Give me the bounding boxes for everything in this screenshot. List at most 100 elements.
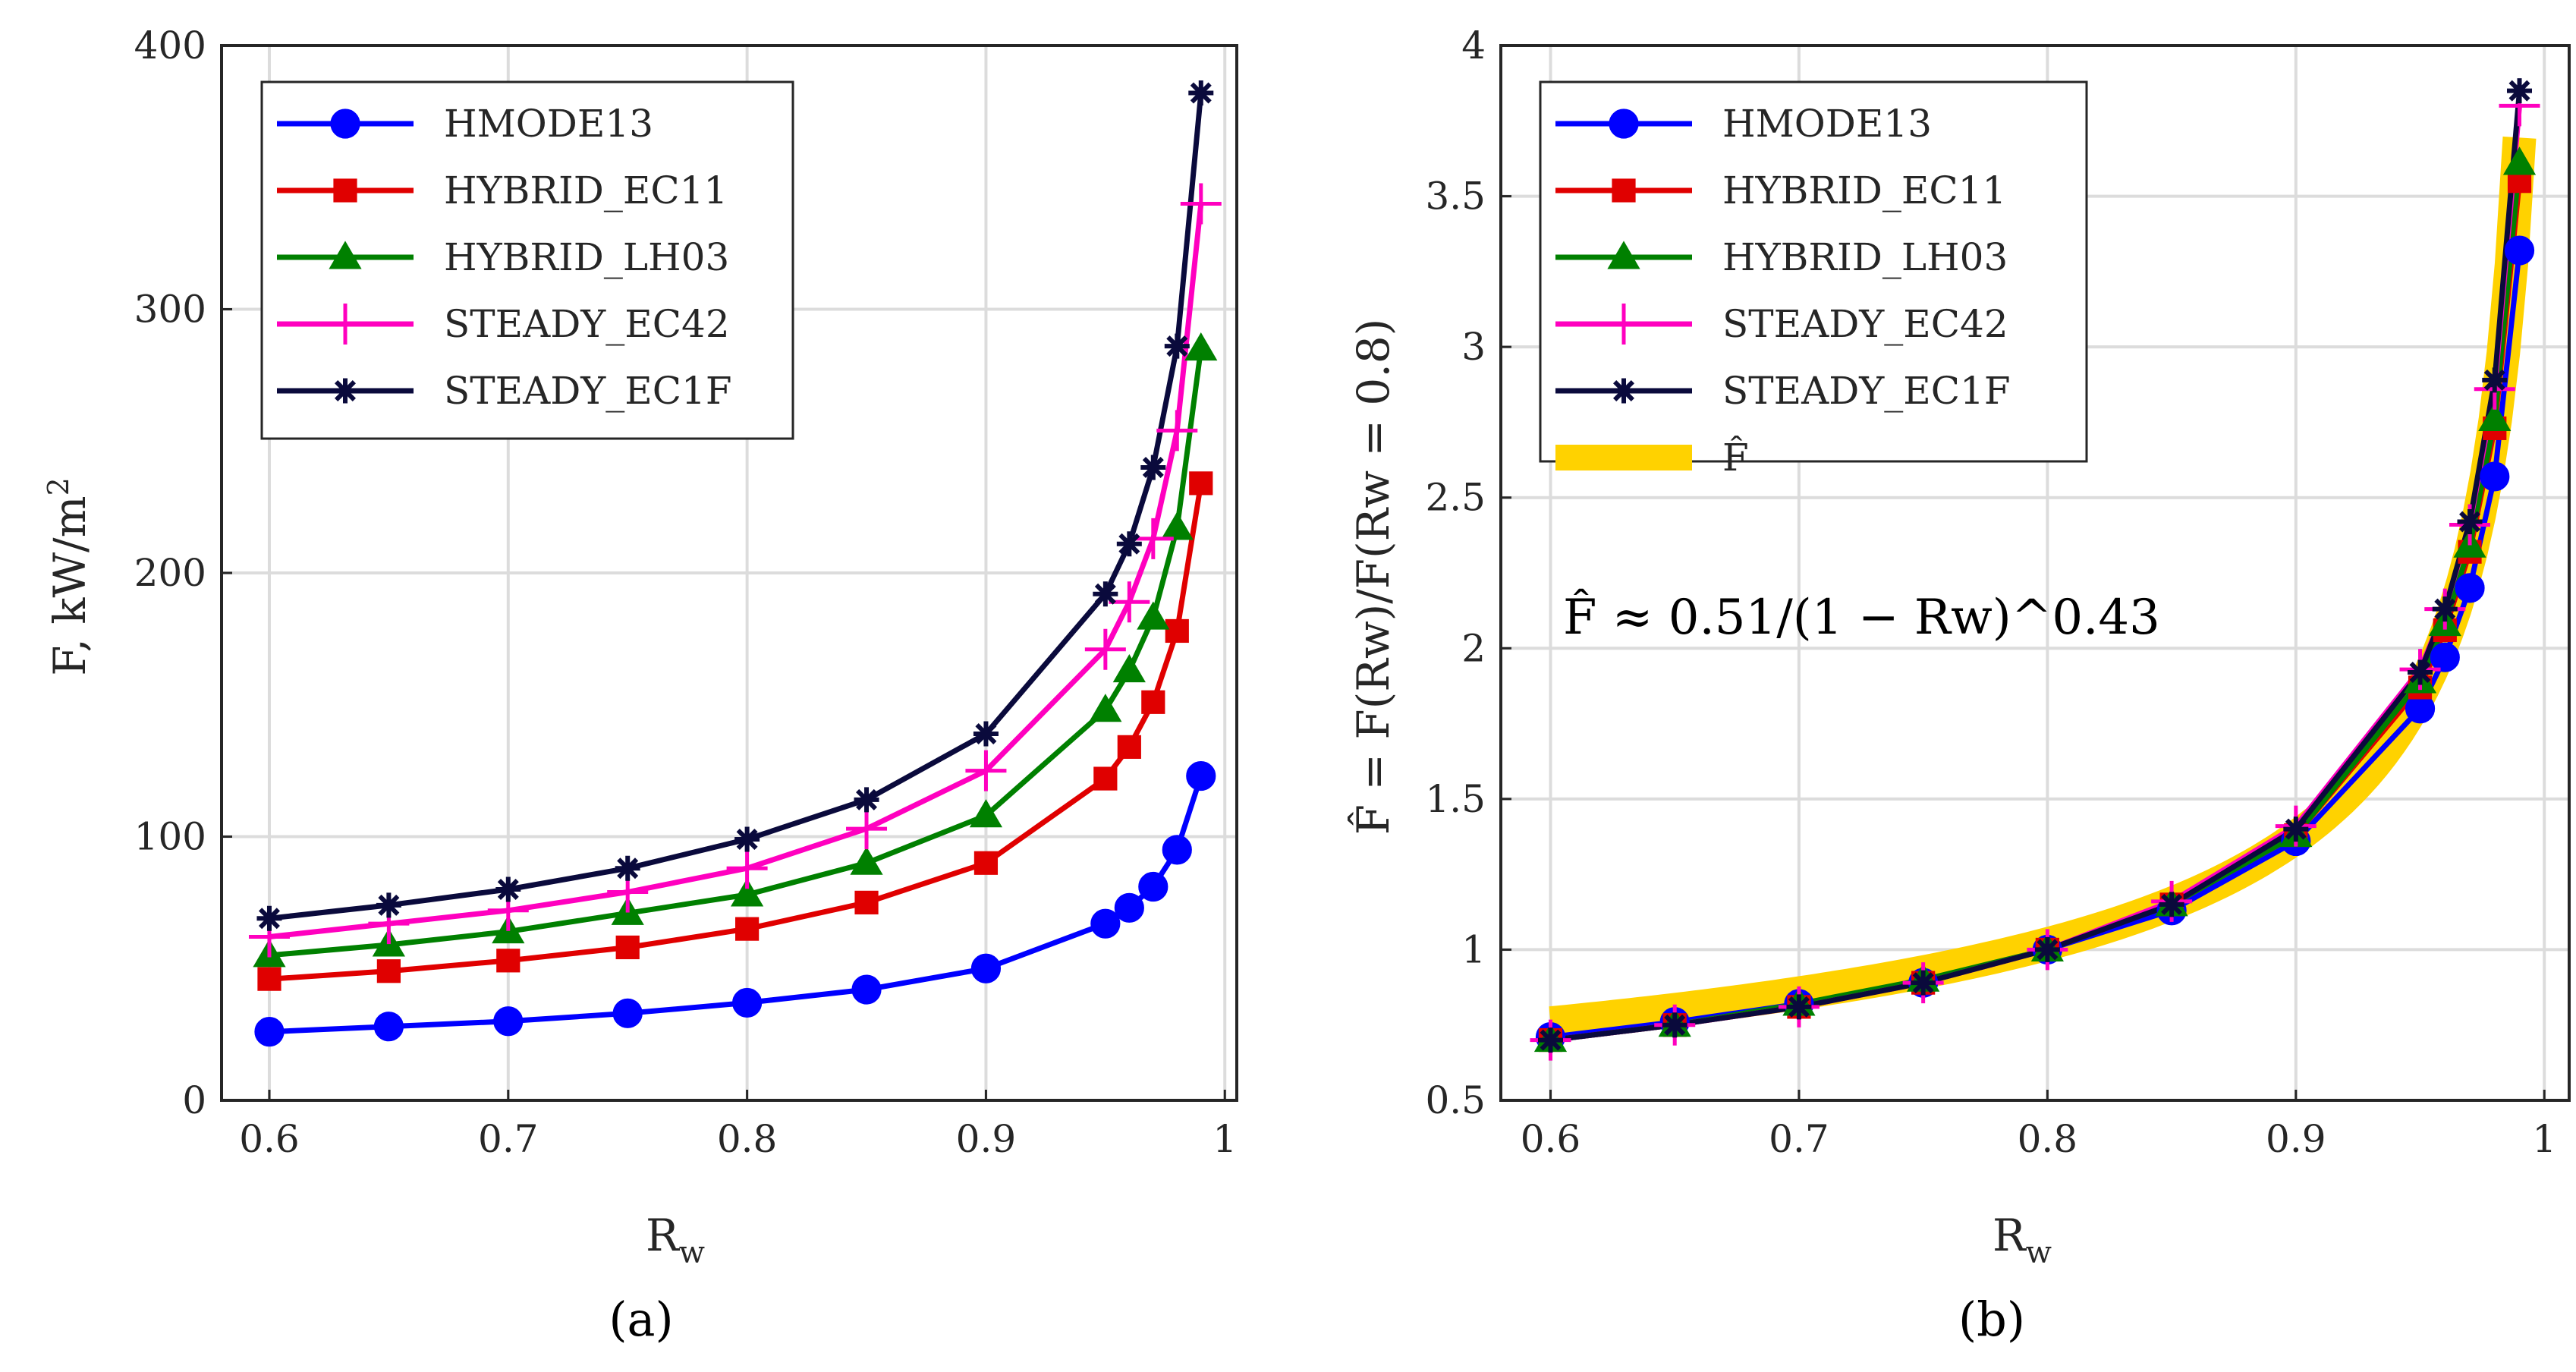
- chart-panel-b: 0.6 0.7 0.8 0.9 1 0.5 1 1.5 2 2.5 3 3.5 4 F̂ = F(Rw)…: [1347, 24, 2571, 1347]
- panel-b-data-point: [2478, 402, 2512, 432]
- panel-a-data-point: [1180, 183, 1222, 225]
- panel-b-legend: HMODE13 HYBRID_EC11 HYBRID_LH03 STEADY_EC42…: [1539, 80, 2088, 480]
- panel-a-data-point: [1132, 518, 1174, 559]
- panel-a-legend-swatch-marker: [333, 178, 357, 203]
- panel-a-data-point: [1093, 581, 1118, 607]
- panel-b-y-tick-label: 1: [1461, 927, 1486, 971]
- panel-b-legend-swatch-marker: [1609, 109, 1639, 139]
- panel-a-data-point: [496, 949, 521, 973]
- panel-b-caption: (b): [1958, 1292, 2025, 1347]
- panel-a-y-axis-label-text: F, kW/m: [44, 496, 96, 675]
- panel-a-legend: HMODE13 HYBRID_EC11 HYBRID_LH03 STEADY_EC42…: [260, 80, 794, 440]
- panel-a-x-tick-label: 0.6: [239, 1117, 300, 1161]
- panel-b-y-tick-label: 2: [1461, 626, 1486, 670]
- panel-a-data-point: [376, 959, 401, 983]
- panel-a-series-line-hybrid_ec11: [269, 483, 1204, 982]
- panel-a-data-point: [1137, 601, 1170, 630]
- panel-a-data-point: [854, 890, 879, 914]
- panel-a-legend-label: HMODE13: [444, 102, 653, 146]
- panel-a-legend-label: HYBRID_EC11: [444, 168, 728, 212]
- panel-a-data-point: [1114, 892, 1144, 923]
- panel-a-data-point: [854, 787, 879, 813]
- panel-a-legend-swatch-marker: [329, 241, 362, 269]
- panel-a-legend-swatch-marker: [325, 304, 366, 345]
- panel-a-x-axis-label-sub: w: [679, 1235, 705, 1270]
- panel-b-legend-item: HYBRID_LH03: [1555, 235, 2008, 279]
- panel-b-y-axis-label: F̂ = F(Rw)/F(Rw = 0.8): [1347, 319, 1399, 835]
- panel-a-data-point: [1093, 766, 1118, 791]
- panel-a-series-line-steady_ec42: [269, 203, 1204, 939]
- panel-a-data-point: [851, 974, 882, 1005]
- panel-b-legend-item: F̂: [1555, 435, 1749, 480]
- panel-a-data-point: [376, 892, 401, 918]
- panel-a-data-point: [612, 998, 643, 1028]
- panel-b-data-point: [2480, 461, 2510, 492]
- panel-b-data-point: [1662, 1012, 1687, 1038]
- panel-a-series-line-steady_ec1f: [269, 93, 1204, 921]
- panel-a-data-point: [257, 967, 282, 991]
- panel-b-data-point: [2034, 936, 2060, 962]
- panel-b-data-point: [2455, 573, 2485, 603]
- panel-a-data-point: [1112, 653, 1146, 683]
- panel-b-x-tick-label: 0.6: [1521, 1117, 1581, 1161]
- panel-b-legend-swatch-marker: [1607, 241, 1640, 269]
- panel-b-x-axis-label-text: R: [1993, 1210, 2027, 1261]
- panel-a-legend-swatch-marker: [332, 378, 358, 404]
- panel-b-legend-item: STEADY_EC42: [1555, 302, 2008, 346]
- panel-b-data-point: [2159, 892, 2184, 917]
- panel-a-data-point: [850, 846, 883, 875]
- panel-a-data-point: [1160, 511, 1194, 540]
- panel-a-legend-swatch-marker: [330, 109, 360, 139]
- panel-a-data-point: [732, 987, 763, 1018]
- panel-a-data-point: [969, 799, 1003, 828]
- panel-b-x-axis-label: Rw: [1993, 1210, 2052, 1270]
- panel-b-data-point: [2507, 78, 2533, 104]
- panel-b-x-tick-label: 0.9: [2266, 1117, 2326, 1161]
- panel-b-legend-label: F̂: [1722, 435, 1749, 480]
- panel-b-data-point: [1537, 1027, 1563, 1053]
- panel-a-legend-item: STEADY_EC1F: [277, 369, 732, 413]
- panel-b-legend-label: HYBRID_LH03: [1722, 235, 2008, 279]
- panel-a-data-point: [1162, 835, 1192, 865]
- panel-a-series-line-hybrid_lh03: [269, 348, 1204, 958]
- panel-a-y-axis-label: F, kW/m2: [42, 477, 96, 676]
- chart-panel-a: 0.6 0.7 0.8 0.9 1 0 100 200 300 400 F, kW/m2 Rw (…: [42, 24, 1238, 1347]
- panel-a-data-point: [1156, 410, 1198, 452]
- panel-a-y-tick-label: 300: [134, 288, 206, 332]
- panel-a-data-point: [970, 953, 1002, 983]
- panel-b-data-point: [1911, 970, 1936, 996]
- panel-b-series-markers-steady_ec1f: [1537, 78, 2533, 1053]
- panel-a-y-tick-label: 400: [134, 24, 206, 68]
- panel-b-data-point: [1786, 994, 1812, 1020]
- panel-b-legend-label: STEADY_EC42: [1722, 302, 2008, 346]
- panel-a-caption: (a): [609, 1292, 673, 1347]
- panel-a-data-point: [735, 917, 760, 941]
- panel-b-y-tick-label: 4: [1461, 24, 1486, 68]
- panel-b-legend-item: HYBRID_EC11: [1555, 168, 2006, 212]
- panel-a-data-point: [1109, 581, 1150, 623]
- panel-b-data-point: [2408, 659, 2433, 685]
- panel-b-data-point: [2283, 817, 2309, 842]
- panel-b-legend-item: STEADY_EC1F: [1555, 369, 2011, 413]
- panel-a-series-markers-hmode13: [254, 760, 1216, 1047]
- panel-b-y-tick-label: 0.5: [1425, 1078, 1486, 1122]
- panel-a-data-point: [1084, 628, 1126, 670]
- panel-b-x-axis-label-sub: w: [2026, 1235, 2052, 1270]
- panel-b-axes-frame: [1499, 44, 2571, 1102]
- panel-a-data-point: [256, 905, 282, 931]
- panel-a-legend-item: HYBRID_EC11: [277, 168, 728, 212]
- panel-a-legend-item: HMODE13: [277, 102, 653, 146]
- panel-b-legend-swatch-marker: [1603, 304, 1644, 345]
- panel-b-data-point: [2430, 642, 2460, 672]
- panel-a-data-point: [965, 750, 1007, 791]
- panel-a-data-point: [1188, 80, 1214, 106]
- panel-a-data-point: [1184, 332, 1218, 361]
- panel-a-x-axis-label: Rw: [646, 1210, 705, 1270]
- panel-a-y-tick-label: 100: [134, 815, 206, 859]
- panel-a-data-point: [1116, 531, 1142, 557]
- panel-b-legend-item: HMODE13: [1555, 102, 1932, 146]
- panel-b-legend-swatch-marker: [1612, 178, 1636, 203]
- panel-b-y-tick-label: 2.5: [1425, 476, 1486, 520]
- panel-a-x-tick-label: 0.7: [478, 1117, 539, 1161]
